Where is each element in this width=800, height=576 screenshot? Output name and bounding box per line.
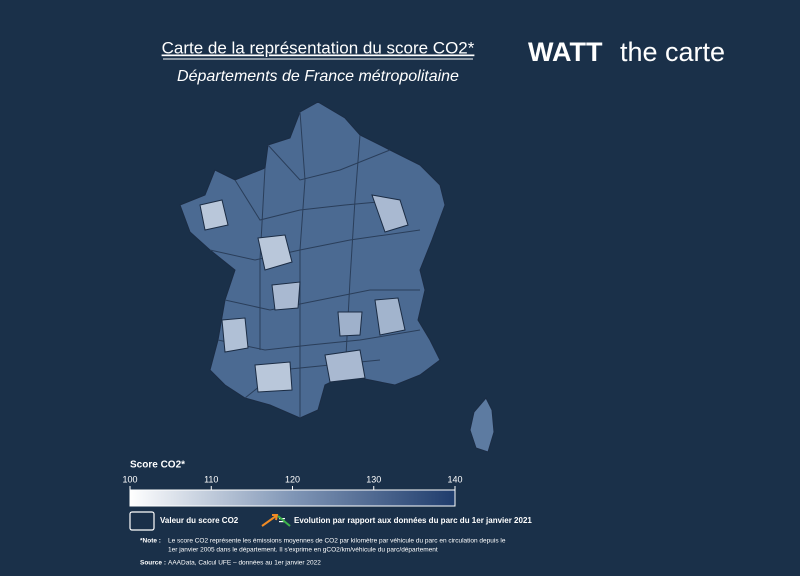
colorbar-tick-label: 100 [122, 474, 137, 484]
source-label: Source : [140, 560, 166, 567]
colorbar-tick-label: 120 [285, 474, 300, 484]
logo-bold: WATT [528, 37, 603, 67]
legend-title: Score CO2* [130, 460, 185, 471]
light-department [324, 349, 366, 383]
note-text: Le score CO2 représente les émissions mo… [168, 538, 506, 545]
map [179, 101, 495, 453]
note-text: 1er janvier 2005 dans le département. Il… [168, 547, 438, 554]
light-department [221, 317, 249, 353]
light-department [374, 297, 406, 336]
legend-box [129, 511, 155, 531]
light-department [199, 199, 229, 231]
legend-item: Valeur du score CO2 [160, 516, 239, 525]
light-department [337, 311, 363, 337]
source-text: AAAData, Calcul UFE – données au 1er jan… [168, 560, 321, 567]
arrow-down [277, 515, 291, 527]
corsica [469, 397, 495, 453]
colorbar-ticks: 100 110 120 130 140 [122, 474, 463, 490]
logo-rest: the carte [620, 37, 725, 67]
colorbar-tick-label: 140 [447, 474, 462, 484]
arrow-up [261, 515, 277, 527]
department-lines [209, 111, 421, 418]
light-department [371, 194, 409, 233]
note-label: *Note : [140, 538, 161, 545]
light-department [254, 361, 293, 393]
title: Carte de la représentation du score CO2* [162, 38, 475, 57]
colorbar-tick-label: 130 [366, 474, 381, 484]
equal-sign [279, 521, 285, 523]
arrow-up-head [272, 514, 279, 521]
light-department [257, 234, 293, 271]
subtitle: Départements de France métropolitaine [177, 68, 459, 85]
colorbar-tick-label: 110 [204, 474, 218, 484]
light-department [271, 281, 301, 311]
colorbar [129, 489, 456, 507]
legend-item: Evolution par rapport aux données du par… [294, 516, 532, 525]
